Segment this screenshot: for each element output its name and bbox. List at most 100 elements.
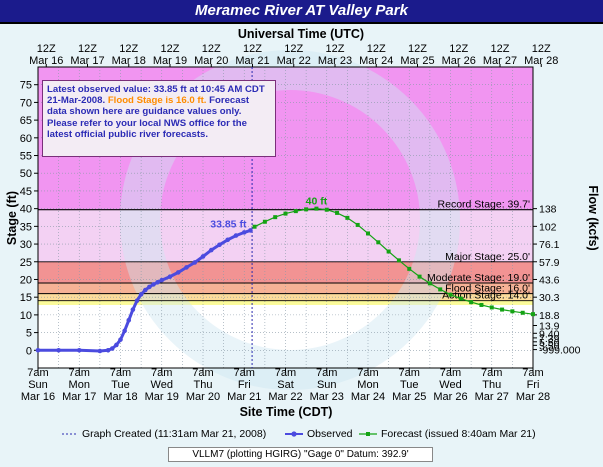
observed-point	[175, 270, 181, 275]
bottom-tick-dow: Mon	[69, 379, 90, 391]
observed-point	[241, 230, 247, 235]
forecast-point	[283, 211, 288, 216]
flow-tick-label: 18.8	[539, 310, 560, 322]
bottom-tick-dow: Sun	[317, 379, 337, 391]
bottom-tick-time: 7am	[357, 367, 378, 379]
top-tick-hour: 12Z	[37, 43, 56, 55]
y-tick-label: 30	[20, 239, 32, 251]
bottom-tick-date: Mar 21	[227, 391, 261, 403]
observed-point	[126, 317, 132, 323]
y-tick-label: 75	[20, 80, 32, 92]
observed-point	[208, 247, 214, 253]
flood-stage-text: Flood Stage is 16.0 ft.	[107, 95, 207, 107]
top-tick-day: Mar 17	[70, 55, 104, 67]
bottom-tick-time: 7am	[316, 367, 337, 379]
y-tick-label: 10	[20, 310, 32, 322]
y-tick-label: 50	[20, 168, 32, 180]
legend-created-label: Graph Created (11:31am Mar 21, 2008)	[82, 428, 266, 440]
y-axis-title: Stage (ft)	[5, 191, 19, 245]
forecast-point	[438, 287, 443, 292]
top-tick-hour: 12Z	[78, 43, 97, 55]
forecast-point	[273, 215, 278, 220]
top-tick-hour: 12Z	[367, 43, 386, 55]
bottom-tick-dow: Mon	[357, 379, 378, 391]
bottom-tick-date: Mar 17	[62, 391, 96, 403]
bottom-tick-time: 7am	[27, 367, 48, 379]
observed-point	[184, 265, 189, 270]
bottom-tick-time: 7am	[440, 367, 461, 379]
observed-point	[134, 298, 140, 304]
y-tick-label: 5	[26, 328, 32, 340]
top-tick-hour: 12Z	[119, 43, 138, 55]
observed-point	[122, 328, 127, 334]
flow-tick-label: 7.39	[539, 333, 560, 345]
title-bar: Meramec River AT Valley Park	[0, 0, 603, 24]
bottom-axis-label: Site Time (CDT)	[240, 405, 333, 419]
flow-tick-label: -999.000	[539, 345, 581, 357]
moderate-zone	[38, 283, 533, 294]
y-tick-label: 45	[20, 186, 32, 198]
y-tick-label: 70	[20, 97, 32, 109]
forecast-point	[335, 210, 340, 215]
observed-point	[130, 307, 136, 312]
forecast-point	[469, 300, 474, 305]
observed-point	[35, 347, 41, 353]
bottom-tick-time: 7am	[481, 367, 502, 379]
bottom-tick-date: Mar 19	[145, 391, 179, 403]
top-axis-label: Universal Time (UTC)	[238, 27, 364, 41]
top-tick-hour: 12Z	[326, 43, 345, 55]
bottom-tick-date: Mar 28	[516, 391, 550, 403]
action-zone	[38, 300, 533, 305]
flow-tick-label: 3.50	[539, 340, 560, 352]
observed-point	[248, 228, 253, 233]
bottom-tick-date: Mar 16	[21, 391, 55, 403]
top-tick-day: Mar 20	[194, 55, 228, 67]
gage-datum-footer: VLLM7 (plotting HGIRG) "Gage 0" Datum: 3…	[168, 447, 433, 462]
top-tick-day: Mar 26	[442, 55, 476, 67]
observed-point	[142, 287, 148, 293]
legend-observed-label: Observed	[307, 428, 353, 440]
bottom-tick-time: 7am	[399, 367, 420, 379]
forecast-point	[293, 209, 298, 214]
bottom-tick-date: Mar 24	[351, 391, 385, 403]
top-tick-day: Mar 19	[153, 55, 187, 67]
legend-forecast-marker	[366, 432, 370, 436]
forecast-point	[324, 207, 329, 212]
observed-point	[192, 260, 198, 265]
forecast-point	[314, 206, 319, 211]
legend-observed-marker	[291, 431, 297, 437]
top-tick-hour: 12Z	[202, 43, 221, 55]
forecast-point	[417, 274, 422, 279]
top-tick-hour: 12Z	[408, 43, 427, 55]
bottom-tick-time: 7am	[69, 367, 90, 379]
flood-zone	[38, 293, 533, 301]
forecast-point	[304, 207, 309, 212]
observed-point	[105, 347, 111, 353]
legend-forecast-label: Forecast (issued 8:40am Mar 21)	[381, 428, 536, 440]
bottom-tick-dow: Tue	[111, 379, 130, 391]
forecast-point	[520, 310, 525, 315]
top-tick-day: Mar 22	[277, 55, 311, 67]
forecast-point	[458, 296, 463, 301]
flow-tick-label: 9.40	[539, 328, 560, 340]
y-tick-label: 65	[20, 115, 32, 127]
forecast-point	[489, 305, 494, 310]
top-tick-day: Mar 21	[235, 55, 269, 67]
top-tick-day: Mar 25	[400, 55, 434, 67]
top-tick-day: Mar 24	[359, 55, 393, 67]
forecast-point	[500, 307, 505, 312]
forecast-line	[254, 207, 534, 315]
observed-point	[97, 348, 103, 354]
bottom-tick-time: 7am	[151, 367, 172, 379]
forecast-point	[355, 222, 360, 227]
forecast-point	[376, 240, 381, 245]
flow-tick-label: 30.3	[539, 292, 560, 304]
observed-point	[114, 342, 119, 348]
forecast-point	[407, 266, 412, 271]
bottom-tick-date: Mar 26	[433, 391, 467, 403]
y-tick-label: 0	[26, 345, 32, 357]
top-tick-day: Mar 28	[524, 55, 558, 67]
bottom-tick-dow: Sun	[28, 379, 48, 391]
